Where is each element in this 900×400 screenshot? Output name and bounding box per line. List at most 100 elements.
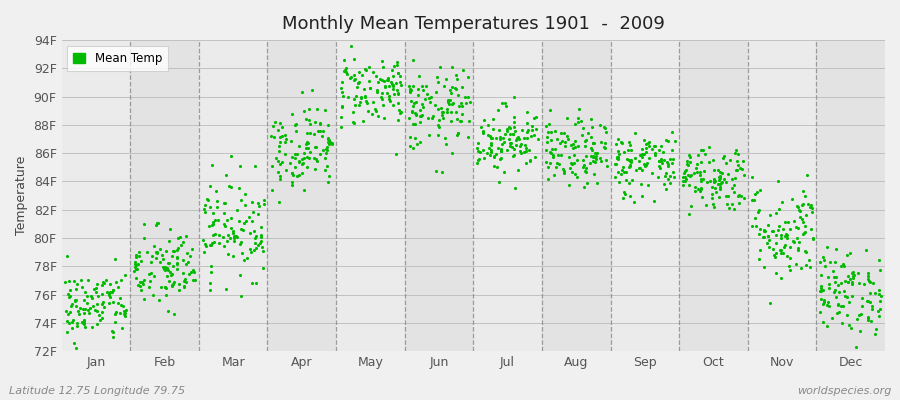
Point [108,310,122,317]
Point [141,284,156,290]
Point [782,262,796,269]
Point [625,147,639,153]
Point [310,128,325,134]
Point [461,134,475,140]
Point [433,64,447,70]
Point [713,183,727,190]
Point [406,57,420,63]
Point [508,94,522,100]
Point [294,161,309,167]
Point [217,243,231,249]
Bar [130,40,199,351]
Point [844,292,859,299]
Point [711,167,725,173]
Point [409,111,423,118]
Point [80,292,94,299]
Point [831,282,845,288]
Point [664,129,679,136]
Point [610,155,625,162]
Point [254,231,268,238]
Point [335,89,349,95]
Point [285,170,300,176]
Point [566,160,580,166]
Point [273,139,287,145]
Point [802,257,816,264]
Point [541,163,555,170]
Point [100,288,114,295]
Point [546,154,561,160]
Point [70,320,85,326]
Point [500,146,515,153]
Point [358,94,373,100]
Point [450,132,464,138]
Point [639,141,653,148]
Point [295,170,310,176]
Point [658,172,672,179]
Point [307,130,321,137]
Point [375,64,390,71]
Point [494,154,508,161]
Point [301,145,315,151]
Point [446,100,461,106]
Point [73,305,87,312]
Point [320,144,334,150]
Point [111,284,125,290]
Point [648,143,662,149]
Point [337,68,351,74]
Point [158,292,173,298]
Point [493,156,508,162]
Point [454,118,469,124]
Point [387,62,401,69]
Point [112,295,127,301]
Point [66,317,80,323]
Point [716,152,731,159]
Point [162,278,176,284]
Point [697,176,711,182]
Point [471,156,485,163]
Point [78,289,93,296]
Point [220,232,235,238]
Point [313,121,328,128]
Point [288,151,302,157]
Point [753,226,768,232]
Point [694,159,708,165]
Point [60,318,75,324]
Point [771,227,786,234]
Point [584,134,598,140]
Point [803,264,817,270]
Point [95,299,110,305]
Point [635,151,650,157]
Point [300,130,314,136]
Point [841,279,855,285]
Point [593,158,608,164]
Point [794,264,808,271]
Bar [336,40,405,351]
Point [832,309,846,315]
Point [579,165,593,172]
Point [378,83,392,90]
Point [578,138,592,144]
Point [94,308,109,315]
Point [142,270,157,277]
Point [441,98,455,104]
Point [156,255,170,262]
Point [299,140,313,147]
Point [335,79,349,85]
Point [70,322,85,329]
Point [414,113,428,120]
Point [800,172,814,178]
Point [238,202,252,208]
Point [338,68,352,75]
Point [69,345,84,352]
Point [716,155,730,161]
Point [80,277,94,283]
Point [796,216,810,222]
Point [301,139,315,145]
Point [429,168,444,174]
Point [426,113,440,120]
Point [309,144,323,150]
Point [752,247,767,254]
Point [576,124,590,131]
Point [412,73,427,79]
Point [271,169,285,175]
